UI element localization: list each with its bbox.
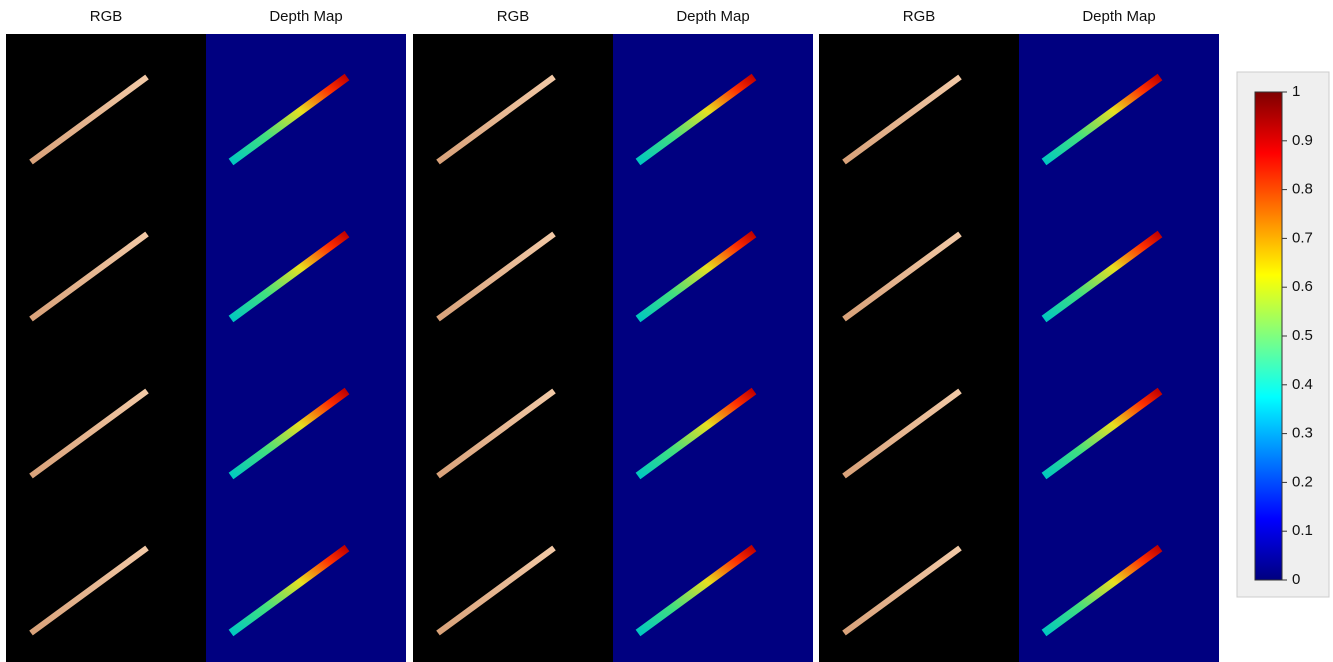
column-label: RGB bbox=[497, 8, 530, 25]
tick-label: 0.6 bbox=[1292, 278, 1313, 295]
tick-label: 0.2 bbox=[1292, 473, 1313, 490]
column-label: RGB bbox=[903, 8, 936, 25]
tick-label: 1 bbox=[1292, 83, 1300, 100]
column-label: RGB bbox=[90, 8, 123, 25]
column-label: Depth Map bbox=[676, 8, 749, 25]
tick-label: 0.3 bbox=[1292, 425, 1313, 442]
depth-panel bbox=[1019, 34, 1219, 662]
tick-label: 0.5 bbox=[1292, 327, 1313, 344]
rgb-panel bbox=[819, 34, 1019, 662]
tick-label: 0.4 bbox=[1292, 376, 1313, 393]
rgb-panel bbox=[413, 34, 613, 662]
tick-label: 0 bbox=[1292, 571, 1300, 588]
tick-label: 0.8 bbox=[1292, 181, 1313, 198]
depth-panel bbox=[613, 34, 813, 662]
depth-panel bbox=[206, 34, 406, 662]
tick-label: 0.1 bbox=[1292, 522, 1313, 539]
rgb-panel bbox=[6, 34, 206, 662]
figure: RGB Depth Map RGB Depth Map RGB Depth Map 0 0.… bbox=[0, 0, 1333, 662]
tick-label: 0.7 bbox=[1292, 229, 1313, 246]
column-label: Depth Map bbox=[269, 8, 342, 25]
panels: RGB Depth Map RGB Depth Map RGB Depth Map bbox=[6, 8, 1219, 662]
colorbar-box bbox=[1237, 72, 1329, 597]
column-label: Depth Map bbox=[1082, 8, 1155, 25]
colorbar bbox=[1255, 92, 1282, 580]
tick-label: 0.9 bbox=[1292, 132, 1313, 149]
